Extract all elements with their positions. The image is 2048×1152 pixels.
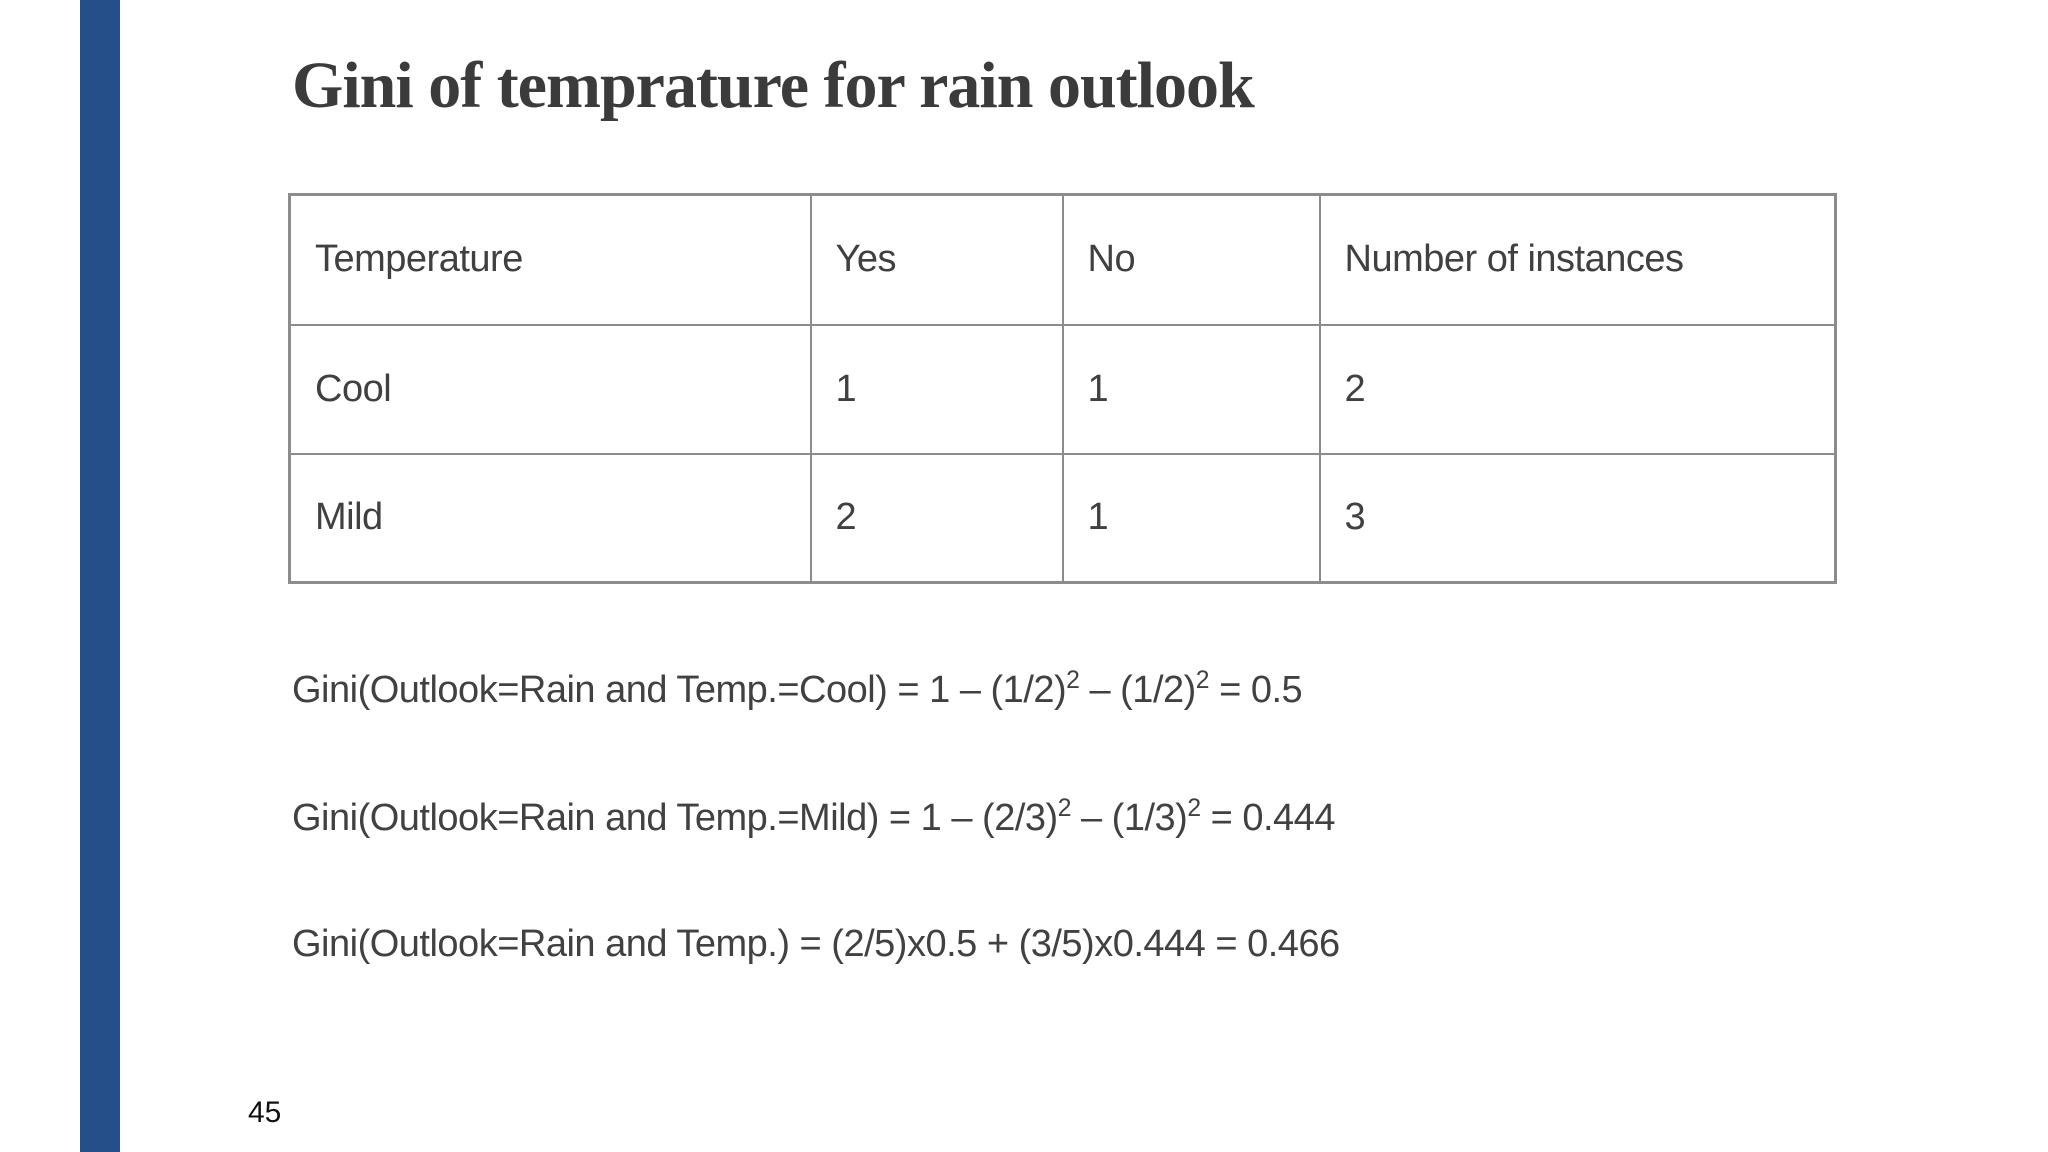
slide-title: Gini of temprature for rain outlook [292, 49, 1255, 122]
table-header-row: Temperature Yes No Number of instances [288, 193, 1837, 326]
cell-yes-count: 2 [809, 452, 1064, 584]
header-cell-no: No [1061, 193, 1321, 326]
cell-instances-count: 3 [1318, 452, 1837, 584]
header-cell-temperature: Temperature [288, 193, 812, 326]
cell-no-count: 1 [1061, 452, 1321, 584]
header-cell-instances: Number of instances [1318, 193, 1837, 326]
gini-formula-mild: Gini(Outlook=Rain and Temp.=Mild) = 1 – … [292, 795, 1335, 839]
gini-formula-weighted: Gini(Outlook=Rain and Temp.) = (2/5)x0.5… [292, 923, 1340, 965]
table-row-mild: Mild 2 1 3 [288, 452, 1837, 584]
table-row-cool: Cool 1 1 2 [288, 323, 1837, 455]
cell-instances-count: 2 [1318, 323, 1837, 455]
gini-formula-cool: Gini(Outlook=Rain and Temp.=Cool) = 1 – … [292, 667, 1303, 711]
temperature-gini-table: Temperature Yes No Number of instances C… [288, 193, 1837, 584]
cell-yes-count: 1 [809, 323, 1064, 455]
header-cell-yes: Yes [809, 193, 1064, 326]
cell-temperature: Cool [288, 323, 812, 455]
accent-bar [80, 0, 120, 1152]
cell-no-count: 1 [1061, 323, 1321, 455]
page-number: 45 [248, 1096, 282, 1129]
cell-temperature: Mild [288, 452, 812, 584]
